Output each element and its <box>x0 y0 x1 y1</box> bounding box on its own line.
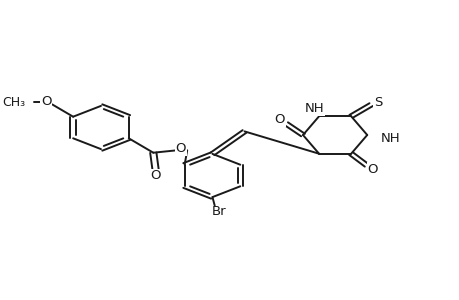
Text: O: O <box>367 163 377 176</box>
Text: O: O <box>41 95 51 108</box>
Text: O: O <box>175 142 186 155</box>
Text: CH₃: CH₃ <box>2 96 25 109</box>
Text: S: S <box>373 96 381 109</box>
Text: NH: NH <box>380 131 399 145</box>
Text: Br: Br <box>212 205 226 218</box>
Text: O: O <box>274 113 285 126</box>
Text: O: O <box>150 169 161 182</box>
Text: NH: NH <box>304 102 324 115</box>
